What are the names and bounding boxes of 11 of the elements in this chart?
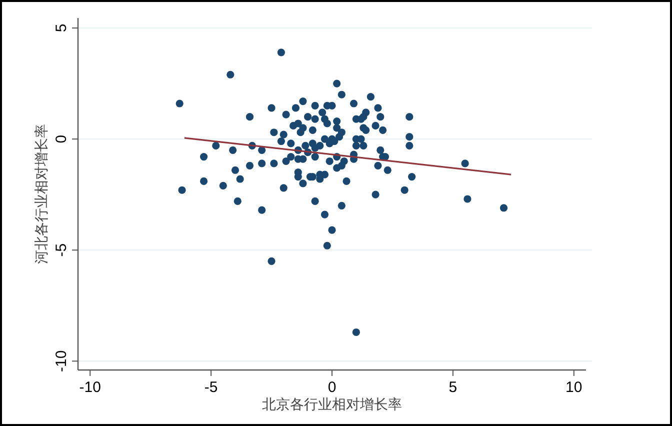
x-tick-label: 0 [328, 379, 336, 396]
y-tick-label: 0 [53, 134, 70, 144]
x-tick-label: 10 [566, 379, 582, 396]
y-axis-title: 河北各行业相对增长率 [33, 124, 49, 264]
y-tick-label: -10 [53, 350, 70, 372]
y-tick-label: 5 [53, 24, 70, 32]
y-tick-label: -5 [53, 243, 70, 257]
x-tick-label: -5 [204, 379, 218, 396]
x-tick-label: 5 [448, 379, 458, 396]
x-axis-title: 北京各行业相对增长率 [262, 396, 402, 412]
x-tick-label: -10 [79, 379, 101, 396]
